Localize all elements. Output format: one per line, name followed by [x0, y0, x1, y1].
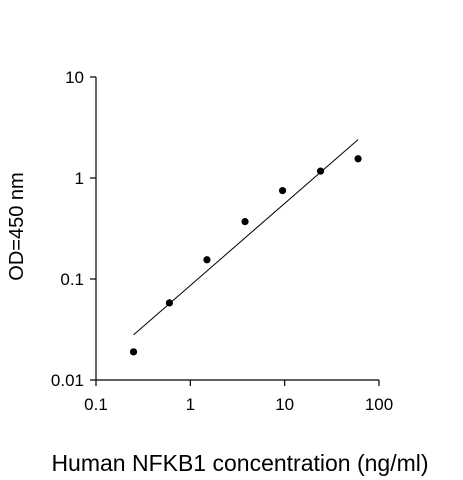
y-ticks: 0.01 0.1 1 10: [51, 68, 96, 390]
data-point: [278, 187, 287, 195]
x-tick-label: 0.1: [84, 395, 108, 414]
x-tick-label: 1: [186, 395, 195, 414]
y-tick-label: 1: [75, 169, 84, 188]
data-point: [165, 299, 174, 307]
data-point: [203, 256, 211, 264]
y-tick-label: 0.1: [60, 270, 84, 289]
data-point: [316, 167, 325, 175]
x-ticks: 0.1 1 10 100: [84, 380, 393, 414]
y-tick-label: 10: [65, 68, 84, 87]
x-tick-label: 100: [365, 395, 393, 414]
data-point: [129, 348, 138, 356]
y-axis-title: OD=450 nm: [6, 172, 28, 280]
x-tick-label: 10: [275, 395, 294, 414]
data-point: [241, 218, 249, 226]
data-point: [354, 155, 362, 163]
x-axis-title: Human NFKB1 concentration (ng/ml): [51, 450, 428, 476]
y-tick-label: 0.01: [51, 371, 84, 390]
data-points: [129, 155, 362, 356]
